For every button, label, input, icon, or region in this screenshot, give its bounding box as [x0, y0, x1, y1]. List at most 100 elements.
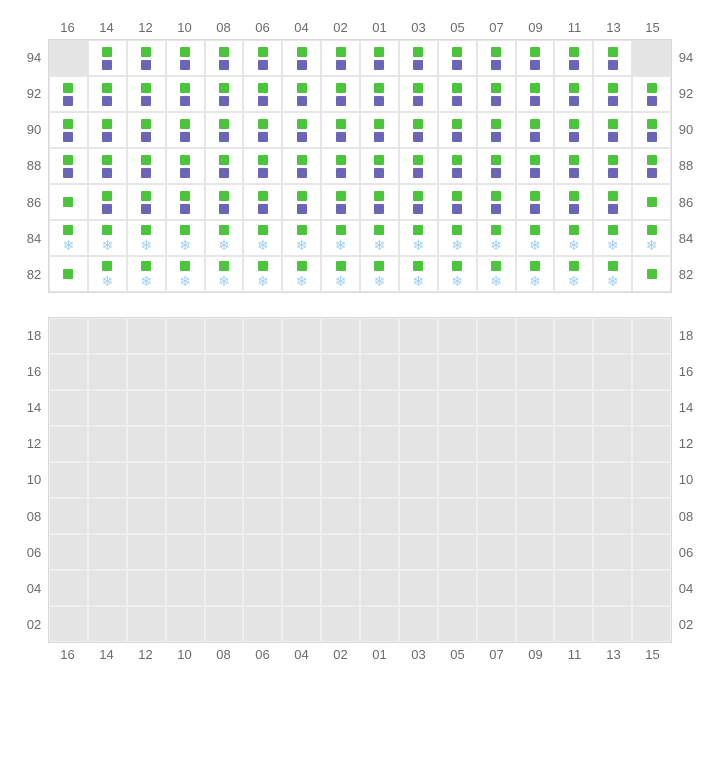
rack-cell-empty[interactable]	[205, 534, 244, 570]
rack-cell[interactable]	[360, 112, 399, 148]
rack-cell[interactable]: ❄	[49, 220, 88, 256]
rack-cell-empty[interactable]	[321, 354, 360, 390]
rack-cell-empty[interactable]	[166, 354, 205, 390]
rack-cell-empty[interactable]	[127, 570, 166, 606]
rack-cell-empty[interactable]	[243, 498, 282, 534]
rack-cell[interactable]: ❄	[321, 220, 360, 256]
rack-cell-empty[interactable]	[516, 534, 555, 570]
rack-cell[interactable]	[166, 40, 205, 76]
rack-cell-empty[interactable]	[477, 318, 516, 354]
rack-cell[interactable]	[127, 112, 166, 148]
rack-cell[interactable]	[49, 40, 88, 76]
rack-cell-empty[interactable]	[593, 318, 632, 354]
rack-cell-empty[interactable]	[243, 462, 282, 498]
rack-cell-empty[interactable]	[49, 570, 88, 606]
rack-cell[interactable]	[399, 184, 438, 220]
rack-cell-empty[interactable]	[127, 498, 166, 534]
rack-cell-empty[interactable]	[243, 426, 282, 462]
rack-cell[interactable]	[321, 76, 360, 112]
rack-cell-empty[interactable]	[49, 498, 88, 534]
rack-cell-empty[interactable]	[282, 606, 321, 642]
rack-cell-empty[interactable]	[360, 534, 399, 570]
rack-cell-empty[interactable]	[243, 534, 282, 570]
rack-cell-empty[interactable]	[127, 462, 166, 498]
rack-cell-empty[interactable]	[593, 390, 632, 426]
rack-cell-empty[interactable]	[593, 426, 632, 462]
rack-cell[interactable]	[205, 40, 244, 76]
rack-cell-empty[interactable]	[243, 570, 282, 606]
rack-cell[interactable]	[166, 76, 205, 112]
rack-cell-empty[interactable]	[516, 606, 555, 642]
rack-cell-empty[interactable]	[593, 570, 632, 606]
rack-cell-empty[interactable]	[205, 498, 244, 534]
rack-cell-empty[interactable]	[321, 606, 360, 642]
rack-cell-empty[interactable]	[88, 318, 127, 354]
rack-cell-empty[interactable]	[88, 426, 127, 462]
rack-cell-empty[interactable]	[477, 390, 516, 426]
rack-cell[interactable]	[166, 112, 205, 148]
rack-cell-empty[interactable]	[127, 390, 166, 426]
rack-cell-empty[interactable]	[49, 426, 88, 462]
rack-cell[interactable]	[166, 148, 205, 184]
rack-cell[interactable]: ❄	[166, 220, 205, 256]
rack-cell-empty[interactable]	[166, 534, 205, 570]
rack-cell-empty[interactable]	[49, 462, 88, 498]
rack-cell[interactable]	[127, 76, 166, 112]
rack-cell-empty[interactable]	[205, 462, 244, 498]
rack-cell-empty[interactable]	[88, 390, 127, 426]
rack-cell-empty[interactable]	[282, 570, 321, 606]
rack-cell[interactable]	[593, 76, 632, 112]
rack-cell-empty[interactable]	[127, 318, 166, 354]
rack-cell-empty[interactable]	[205, 606, 244, 642]
rack-cell-empty[interactable]	[360, 462, 399, 498]
rack-cell-empty[interactable]	[88, 570, 127, 606]
rack-cell[interactable]: ❄	[516, 220, 555, 256]
rack-cell[interactable]	[554, 76, 593, 112]
rack-cell[interactable]	[477, 40, 516, 76]
rack-cell-empty[interactable]	[49, 606, 88, 642]
rack-cell-empty[interactable]	[399, 570, 438, 606]
rack-cell[interactable]	[282, 40, 321, 76]
rack-cell[interactable]	[438, 76, 477, 112]
rack-cell-empty[interactable]	[49, 390, 88, 426]
rack-cell-empty[interactable]	[516, 498, 555, 534]
rack-cell[interactable]	[477, 76, 516, 112]
rack-cell[interactable]: ❄	[166, 256, 205, 292]
rack-cell-empty[interactable]	[127, 534, 166, 570]
rack-cell[interactable]	[516, 184, 555, 220]
rack-cell-empty[interactable]	[593, 606, 632, 642]
rack-cell[interactable]	[205, 112, 244, 148]
rack-cell[interactable]	[88, 112, 127, 148]
rack-cell-empty[interactable]	[282, 498, 321, 534]
rack-cell[interactable]: ❄	[243, 256, 282, 292]
rack-cell[interactable]	[477, 184, 516, 220]
rack-cell-empty[interactable]	[88, 354, 127, 390]
rack-cell-empty[interactable]	[282, 390, 321, 426]
rack-cell-empty[interactable]	[282, 534, 321, 570]
rack-cell[interactable]	[360, 40, 399, 76]
rack-cell-empty[interactable]	[399, 318, 438, 354]
rack-cell-empty[interactable]	[516, 462, 555, 498]
rack-cell-empty[interactable]	[477, 498, 516, 534]
rack-cell-empty[interactable]	[554, 426, 593, 462]
rack-cell[interactable]	[205, 184, 244, 220]
rack-cell-empty[interactable]	[88, 534, 127, 570]
rack-cell[interactable]	[321, 184, 360, 220]
rack-cell[interactable]	[632, 148, 671, 184]
rack-cell[interactable]	[516, 76, 555, 112]
rack-cell-empty[interactable]	[593, 534, 632, 570]
rack-cell-empty[interactable]	[243, 318, 282, 354]
rack-cell-empty[interactable]	[516, 354, 555, 390]
rack-cell-empty[interactable]	[477, 426, 516, 462]
rack-cell[interactable]: ❄	[205, 256, 244, 292]
rack-cell-empty[interactable]	[516, 318, 555, 354]
rack-cell[interactable]: ❄	[399, 220, 438, 256]
rack-cell-empty[interactable]	[321, 498, 360, 534]
rack-cell-empty[interactable]	[166, 606, 205, 642]
rack-cell[interactable]	[554, 184, 593, 220]
rack-cell[interactable]	[360, 148, 399, 184]
rack-cell[interactable]	[205, 76, 244, 112]
rack-cell[interactable]: ❄	[593, 220, 632, 256]
rack-cell-empty[interactable]	[399, 426, 438, 462]
rack-cell-empty[interactable]	[127, 426, 166, 462]
